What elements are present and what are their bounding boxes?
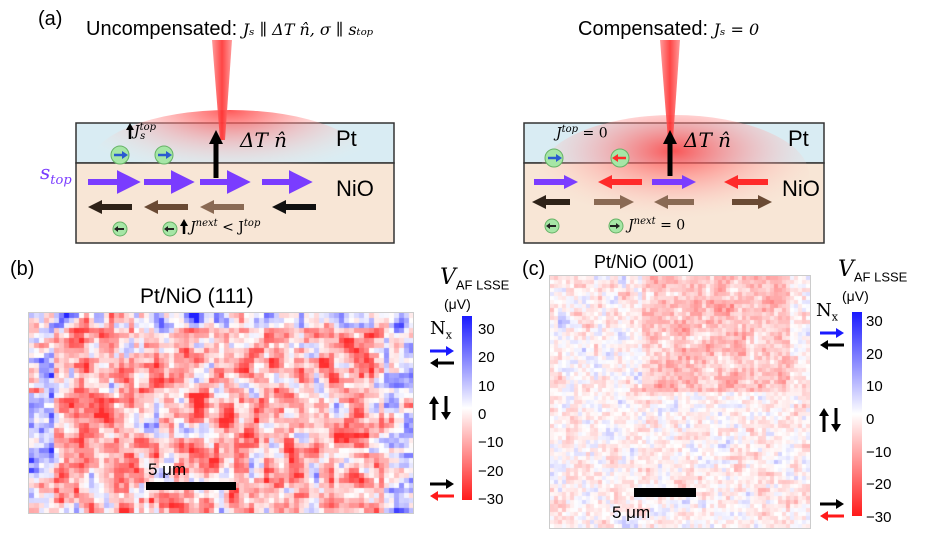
panel-label-b: (b) bbox=[10, 258, 35, 280]
colorbar-b-label: VAF LSSE bbox=[440, 265, 510, 293]
pt-label-left: Pt bbox=[336, 126, 357, 151]
map-c-scalebar bbox=[634, 488, 696, 497]
colorbar-tick: −20 bbox=[478, 462, 504, 480]
colorbar-tick: 20 bbox=[866, 345, 883, 363]
map-b bbox=[28, 312, 414, 514]
schematic-left-title: Uncompensated: Jₛ ∥ ΔT n̂, σ ∥ sₜₒₚ bbox=[86, 18, 374, 40]
colorbar-c-unit: (μV) bbox=[842, 288, 869, 304]
map-b-canvas bbox=[29, 313, 413, 513]
colorbar-tick: 30 bbox=[866, 313, 883, 330]
spin-icons-b bbox=[429, 346, 454, 501]
panel-label-c: (c) bbox=[522, 258, 546, 280]
schematic-right-title: Compensated: Jₛ = 0 bbox=[578, 18, 760, 40]
js-top-zero: Jtop = 0 bbox=[556, 124, 608, 142]
panel-label-a: (a) bbox=[38, 8, 63, 30]
dT-label-right: ΔT n̂ bbox=[684, 128, 732, 152]
colorbar-tick: −30 bbox=[866, 509, 892, 526]
nio-label-left: NiO bbox=[336, 176, 374, 201]
map-b-scalebar bbox=[146, 482, 236, 490]
colorbar-tick: −10 bbox=[478, 434, 504, 452]
colorbar-tick: 20 bbox=[478, 349, 495, 367]
colorbar-c-label: VAF LSSE bbox=[838, 257, 908, 285]
colorbar-tick: −30 bbox=[478, 491, 504, 508]
js-next-label: Jnext < Jtop bbox=[190, 218, 261, 236]
colorbar-tick: −10 bbox=[866, 443, 892, 461]
map-b-title: Pt/NiO (111) bbox=[140, 285, 254, 308]
map-c-canvas bbox=[550, 276, 810, 528]
colorbar-tick: 10 bbox=[478, 377, 495, 395]
map-b-scalebar-label: 5 μm bbox=[148, 460, 187, 479]
colorbar-tick: −20 bbox=[866, 476, 892, 494]
colorbar-tick: 0 bbox=[866, 411, 875, 428]
colorbar-tick: 30 bbox=[478, 321, 495, 338]
nx-label-c: Nx bbox=[816, 300, 838, 324]
nio-label-right: NiO bbox=[782, 176, 820, 201]
pt-label-right: Pt bbox=[788, 126, 809, 151]
map-c-scalebar-label: 5 μm bbox=[612, 503, 651, 522]
colorbar-c bbox=[852, 312, 862, 516]
colorbar-b bbox=[462, 316, 472, 500]
dT-label-left: ΔT n̂ bbox=[240, 128, 288, 152]
nx-label-b: Nx bbox=[430, 318, 452, 342]
colorbar-b-unit: (μV) bbox=[444, 296, 471, 312]
js-next-zero: Jnext = 0 bbox=[628, 216, 686, 234]
schematic-uncompensated bbox=[75, 40, 395, 244]
schematic-compensated bbox=[523, 40, 825, 244]
map-c bbox=[549, 275, 811, 529]
map-c-title: Pt/NiO (001) bbox=[594, 252, 695, 272]
s-top-label: stop bbox=[40, 160, 72, 188]
colorbar-tick: 0 bbox=[478, 406, 487, 423]
spin-icons-c bbox=[819, 328, 844, 521]
colorbar-tick: 10 bbox=[866, 378, 883, 396]
laser-beam bbox=[212, 40, 232, 140]
js-top-label: Jtops bbox=[134, 122, 157, 143]
